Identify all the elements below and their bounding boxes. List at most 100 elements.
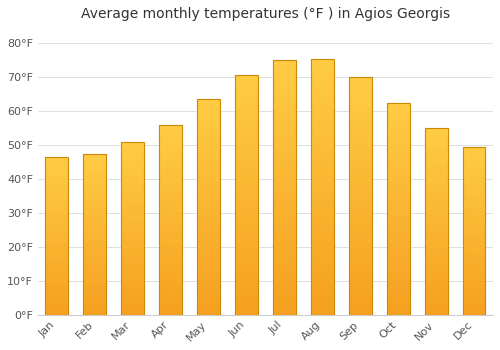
Bar [349, 291, 372, 296]
Bar [46, 312, 68, 315]
Bar [462, 288, 485, 291]
Bar [46, 163, 68, 166]
Bar [159, 186, 182, 189]
Bar [197, 310, 220, 315]
Bar [84, 263, 106, 266]
Bar [387, 226, 409, 230]
Bar [159, 212, 182, 216]
Bar [46, 173, 68, 176]
Bar [273, 259, 296, 264]
Bar [462, 234, 485, 238]
Bar [349, 167, 372, 172]
Bar [159, 265, 182, 269]
Bar [311, 192, 334, 197]
Bar [425, 203, 448, 206]
Bar [46, 157, 68, 160]
Bar [425, 255, 448, 259]
Bar [425, 173, 448, 177]
Bar [122, 266, 144, 270]
Bar [425, 270, 448, 274]
Bar [122, 149, 144, 152]
Bar [462, 147, 485, 150]
Bar [46, 289, 68, 293]
Bar [46, 308, 68, 312]
Bar [462, 190, 485, 194]
Bar [235, 190, 258, 195]
Bar [462, 157, 485, 160]
Bar [349, 210, 372, 215]
Bar [84, 308, 106, 312]
Bar [462, 241, 485, 244]
Bar [235, 104, 258, 109]
Bar [159, 151, 182, 155]
Bar [273, 198, 296, 203]
Bar [197, 164, 220, 168]
Bar [159, 296, 182, 300]
Bar [46, 189, 68, 192]
Bar [235, 253, 258, 257]
Bar [84, 312, 106, 315]
Bar [349, 244, 372, 248]
Bar [349, 172, 372, 177]
Bar [425, 311, 448, 315]
Bar [425, 303, 448, 307]
Bar [122, 215, 144, 218]
Bar [311, 299, 334, 304]
Bar [197, 186, 220, 190]
Bar [197, 246, 220, 250]
Bar [84, 189, 106, 192]
Bar [349, 87, 372, 91]
Bar [159, 258, 182, 261]
Bar [311, 146, 334, 151]
Bar [84, 170, 106, 173]
Bar [122, 173, 144, 176]
Bar [311, 253, 334, 258]
Bar [273, 60, 296, 315]
Bar [197, 194, 220, 198]
Bar [273, 142, 296, 147]
Bar [159, 303, 182, 307]
Bar [462, 211, 485, 214]
Bar [235, 94, 258, 99]
Bar [197, 276, 220, 280]
Bar [273, 76, 296, 80]
Bar [84, 186, 106, 189]
Bar [387, 196, 409, 200]
Bar [349, 248, 372, 253]
Bar [46, 217, 68, 220]
Bar [197, 272, 220, 276]
Bar [311, 84, 334, 89]
Bar [387, 289, 409, 294]
Bar [425, 300, 448, 303]
Bar [311, 58, 334, 315]
Bar [387, 149, 409, 154]
Bar [159, 284, 182, 288]
Bar [311, 89, 334, 94]
Bar [197, 147, 220, 151]
Bar [349, 301, 372, 305]
Bar [235, 229, 258, 233]
Bar [425, 266, 448, 270]
Bar [235, 238, 258, 243]
Bar [159, 167, 182, 170]
Bar [425, 281, 448, 285]
Bar [235, 171, 258, 176]
Bar [462, 251, 485, 254]
Bar [425, 154, 448, 158]
Bar [159, 170, 182, 174]
Bar [311, 310, 334, 315]
Bar [273, 96, 296, 101]
Bar [425, 225, 448, 229]
Bar [425, 150, 448, 154]
Bar [197, 285, 220, 289]
Bar [235, 166, 258, 171]
Bar [122, 225, 144, 228]
Bar [462, 221, 485, 224]
Bar [235, 114, 258, 119]
Bar [311, 110, 334, 115]
Bar [159, 216, 182, 220]
Bar [46, 286, 68, 289]
Bar [311, 99, 334, 105]
Bar [122, 284, 144, 287]
Bar [311, 304, 334, 310]
